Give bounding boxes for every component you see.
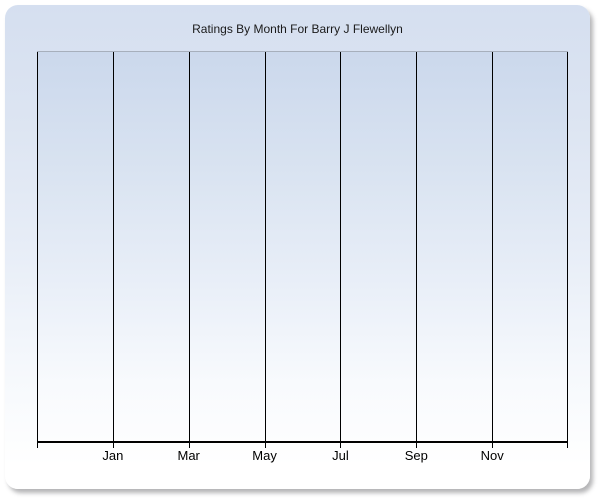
x-axis-tick [340,443,342,448]
chart-title: Ratings By Month For Barry J Flewellyn [192,22,403,36]
vertical-gridline [567,52,568,442]
vertical-gridline [188,52,190,442]
x-axis-label: Jan [102,448,124,463]
x-axis-line [37,441,568,443]
vertical-gridline [112,52,114,442]
x-axis-ticks [37,443,568,448]
x-axis-tick [188,443,190,448]
x-axis-tick [264,443,266,448]
vertical-gridline [37,52,38,442]
x-axis-tick [37,443,38,448]
x-axis-labels: Jan Mar May Jul Sep Nov [37,448,568,464]
x-axis-tick [492,443,494,448]
plot-area [37,51,568,442]
x-axis-label: Nov [480,448,504,463]
x-axis-tick [567,443,568,448]
chart-card: Ratings By Month For Barry J Flewellyn J… [5,5,590,489]
x-axis-label: Sep [404,448,428,463]
x-axis-label: May [252,448,277,463]
vertical-gridline [416,52,418,442]
vertical-gridline [492,52,494,442]
x-axis-tick [416,443,418,448]
x-axis-label: Mar [177,448,200,463]
vertical-gridline [264,52,266,442]
x-axis-tick [112,443,114,448]
vertical-gridline [340,52,342,442]
x-axis-label: Jul [332,448,349,463]
